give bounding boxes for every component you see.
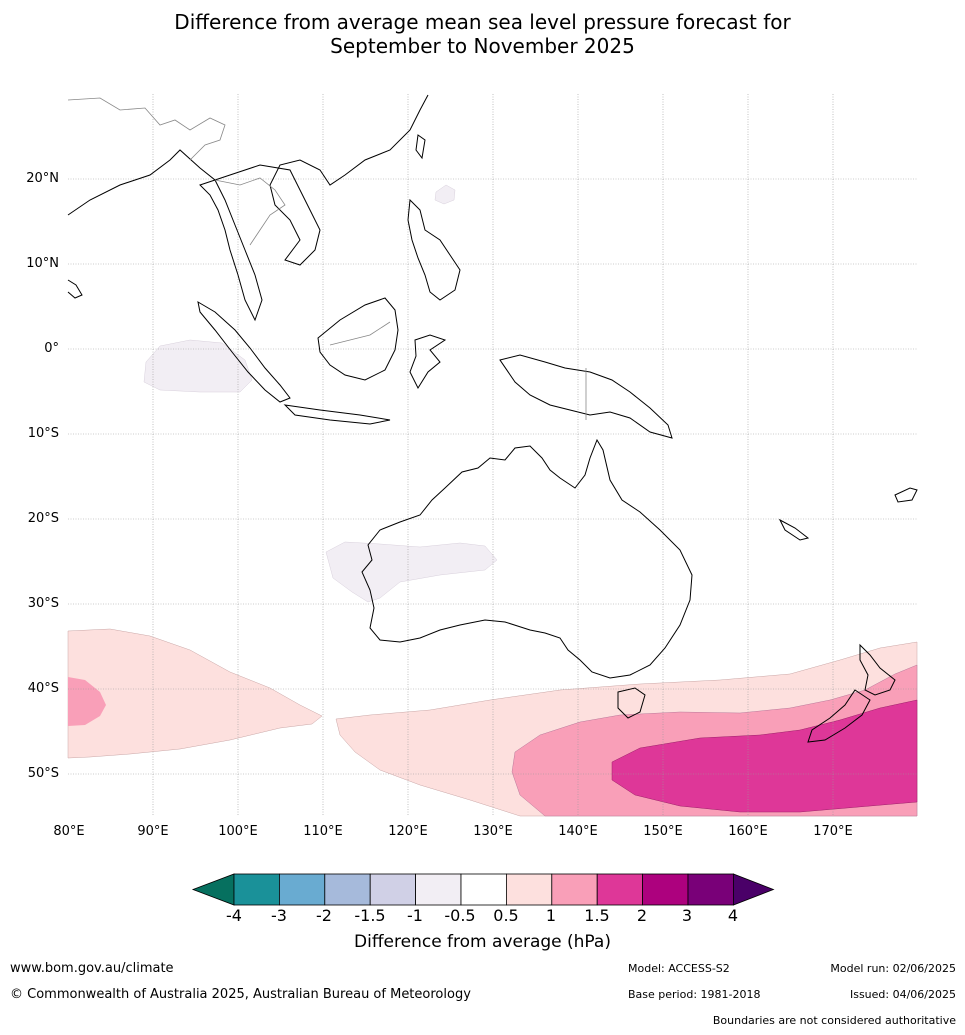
anomaly-layer [67, 184, 918, 817]
coast-tasmania [617, 687, 646, 719]
title-line-2: September to November 2025 [330, 34, 635, 58]
anomaly-equatorial-indian-low [143, 339, 253, 393]
lon-label-170e: 170°E [813, 824, 853, 839]
colorbar-box [505, 873, 553, 906]
footer-issued: Issued: 04/06/2025 [849, 988, 956, 1001]
lon-label-140e: 140°E [558, 824, 598, 839]
footer-disclaimer: Boundaries are not considered authoritat… [712, 1014, 956, 1027]
colorbar-label: Difference from average (hPa) [354, 932, 611, 952]
coast-philippines [407, 198, 461, 301]
lat-label-10s: 10°S [27, 426, 59, 441]
colorbar-tick: 1.5 [584, 906, 610, 925]
coast-sri-lanka [67, 279, 83, 299]
colorbar-tick: 1 [545, 906, 557, 925]
graticule [68, 94, 917, 816]
colorbar-box [687, 873, 734, 906]
lon-label-120e: 120°E [388, 824, 428, 839]
footer-url[interactable]: www.bom.gov.au/climate [10, 961, 174, 976]
colorbar-box [596, 873, 644, 906]
colorbar-tick: -2 [316, 906, 332, 925]
coast-new-guinea [499, 354, 673, 439]
coast-asia [67, 94, 429, 322]
lon-label-100e: 100°E [218, 824, 258, 839]
anomaly-indian-ocean-west-pale [67, 628, 323, 759]
lon-label-110e: 110°E [303, 824, 343, 839]
borders [67, 97, 587, 420]
chart-title: Difference from average mean sea level p… [0, 10, 965, 58]
footer-model-run: Model run: 02/06/2025 [830, 962, 956, 975]
lat-label-30s: 30°S [27, 596, 59, 611]
colorbar-tick: 3 [681, 906, 693, 925]
coastlines [67, 94, 918, 743]
coast-australia [361, 438, 693, 679]
colorbar-box [324, 873, 371, 906]
anomaly-philippine-sea-low [434, 184, 456, 205]
colorbar-box [415, 873, 462, 906]
colorbar-tick: -1 [407, 906, 423, 925]
coast-sumatra [197, 301, 291, 403]
lon-label-150e: 150°E [643, 824, 683, 839]
colorbar-boxes [191, 873, 775, 906]
colorbar-box [233, 873, 280, 906]
colorbar-box [551, 873, 598, 906]
colorbar-tick: 4 [727, 906, 739, 925]
lat-label-10n: 10°N [26, 256, 59, 271]
colorbar-tick: 2 [636, 906, 648, 925]
lon-label-90e: 90°E [137, 824, 169, 839]
coast-sulawesi [409, 334, 447, 390]
lat-label-20s: 20°S [27, 511, 59, 526]
colorbar-box [642, 873, 689, 906]
lat-label-0: 0° [44, 341, 59, 356]
coast-fiji [894, 487, 918, 503]
lat-label-20n: 20°N [26, 171, 59, 186]
coast-taiwan [415, 134, 426, 160]
colorbar-box [460, 873, 507, 906]
colorbar-tick: -4 [226, 906, 242, 925]
lon-label-80e: 80°E [53, 824, 85, 839]
lon-label-130e: 130°E [473, 824, 513, 839]
colorbar-tick: -3 [271, 906, 287, 925]
lon-label-160e: 160°E [728, 824, 768, 839]
footer-copyright: © Commonwealth of Australia 2025, Austra… [10, 987, 471, 1002]
lat-label-50s: 50°S [27, 766, 59, 781]
colorbar-extend-low [191, 873, 235, 906]
lat-label-40s: 40°S [27, 681, 59, 696]
colorbar-box [369, 873, 417, 906]
coast-borneo [317, 297, 399, 381]
anomaly-western-australia-low [325, 541, 498, 603]
colorbar-extend-high [733, 873, 775, 906]
anomaly-tasman-sea-high [611, 699, 918, 813]
title-line-1: Difference from average mean sea level p… [174, 10, 791, 34]
colorbar-tick: -0.5 [444, 906, 476, 925]
footer-model: Model: ACCESS-S2 [628, 962, 730, 975]
coast-new-zealand-north [859, 643, 896, 696]
footer-base-period: Base period: 1981-2018 [628, 988, 761, 1001]
coast-new-zealand-south [807, 689, 871, 743]
map-panel [67, 94, 918, 817]
colorbar-tick: 0.5 [493, 906, 519, 925]
coast-java [283, 404, 391, 425]
colorbar-box [278, 873, 326, 906]
colorbar-tick: -1.5 [354, 906, 386, 925]
coast-new-caledonia [778, 518, 810, 541]
